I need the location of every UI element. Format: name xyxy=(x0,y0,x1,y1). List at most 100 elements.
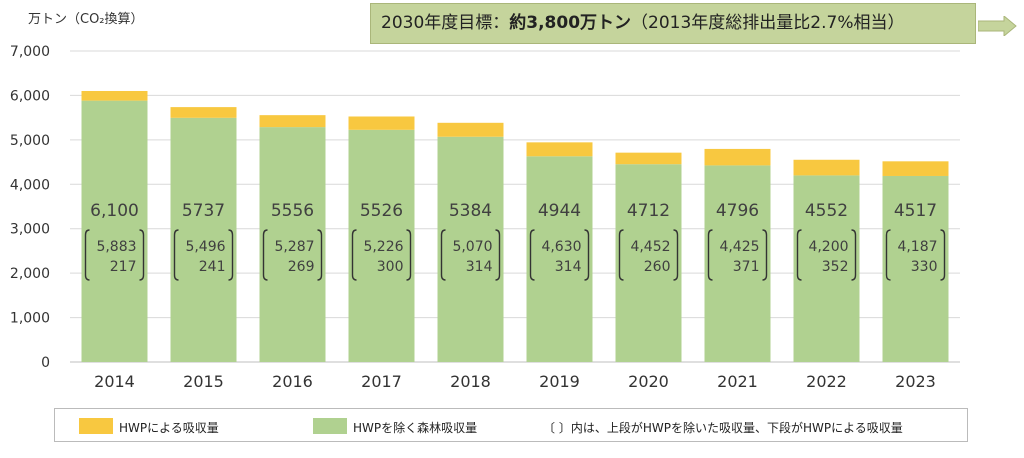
x-tick-label: 2015 xyxy=(183,372,224,391)
bar-forest xyxy=(793,175,860,362)
x-tick-label: 2023 xyxy=(895,372,936,391)
total-label: 5556 xyxy=(271,201,314,221)
x-tick-label: 2021 xyxy=(717,372,758,391)
bar-forest xyxy=(81,100,148,363)
bracket-left xyxy=(707,229,713,281)
bar-hwp xyxy=(348,116,415,130)
hwp-value-label: 300 xyxy=(377,259,404,275)
legend-swatch-forest xyxy=(313,418,347,434)
forest-value-label: 4,187 xyxy=(897,239,937,255)
y-tick-label: 5,000 xyxy=(10,133,50,149)
total-label: 4796 xyxy=(716,201,759,221)
goal-prefix: 2030年度目標： xyxy=(381,13,510,33)
x-tick-label: 2019 xyxy=(539,372,580,391)
bar-hwp xyxy=(882,161,949,176)
forest-value-label: 4,630 xyxy=(541,239,581,255)
hwp-value-label: 352 xyxy=(822,259,849,275)
hwp-value-label: 314 xyxy=(555,259,582,275)
x-tick-label: 2020 xyxy=(628,372,669,391)
forest-value-label: 5,070 xyxy=(452,239,492,255)
goal-value: 約3,800万トン xyxy=(509,13,632,33)
x-tick-label: 2022 xyxy=(806,372,847,391)
legend-note: 〔 〕内は、上段がHWPを除いた吸収量、下段がHWPによる吸収量 xyxy=(543,421,903,435)
bar-forest xyxy=(615,164,682,362)
hwp-value-label: 269 xyxy=(288,259,315,275)
legend: HWPによる吸収量 HWPを除く森林吸収量 〔 〕内は、上段がHWPを除いた吸収… xyxy=(54,408,968,442)
legend-label-forest: HWPを除く森林吸収量 xyxy=(353,421,478,435)
bracket-right xyxy=(406,229,412,281)
y-axis-unit-label: 万トン（CO₂換算） xyxy=(28,12,144,27)
bracket-left xyxy=(84,229,90,281)
x-tick-label: 2018 xyxy=(450,372,491,391)
bar-hwp xyxy=(437,122,504,137)
bar-hwp xyxy=(526,142,593,157)
bracket-left xyxy=(440,229,446,281)
bracket-right xyxy=(940,229,946,281)
y-tick-label: 4,000 xyxy=(10,177,50,193)
bracket-left xyxy=(885,229,891,281)
forest-value-label: 5,226 xyxy=(363,239,403,255)
forest-value-label: 4,200 xyxy=(808,239,848,255)
bracket-right xyxy=(139,229,145,281)
x-tick-label: 2017 xyxy=(361,372,402,391)
bar-forest xyxy=(882,175,949,362)
total-label: 4944 xyxy=(538,201,581,221)
bar-hwp xyxy=(793,159,860,176)
bar-forest xyxy=(437,136,504,362)
goal-banner: 2030年度目標：約3,800万トン（2013年度総排出量比2.7%相当） xyxy=(370,3,976,44)
total-label: 4517 xyxy=(894,201,937,221)
bracket-left xyxy=(173,229,179,281)
bar-forest xyxy=(348,129,415,362)
bracket-left xyxy=(618,229,624,281)
y-tick-label: 0 xyxy=(41,355,50,371)
hwp-value-label: 260 xyxy=(644,259,671,275)
total-label: 6,100 xyxy=(90,201,139,221)
hwp-value-label: 241 xyxy=(199,259,226,275)
x-tick-label: 2014 xyxy=(94,372,135,391)
x-tick-label: 2016 xyxy=(272,372,313,391)
forest-value-label: 4,425 xyxy=(719,239,759,255)
total-label: 5737 xyxy=(182,201,225,221)
y-tick-label: 7,000 xyxy=(10,44,50,60)
forest-value-label: 4,452 xyxy=(630,239,670,255)
legend-swatch-hwp xyxy=(79,418,113,434)
legend-label-hwp: HWPによる吸収量 xyxy=(119,421,219,435)
total-label: 5526 xyxy=(360,201,403,221)
forest-value-label: 5,496 xyxy=(185,239,225,255)
y-tick-label: 1,000 xyxy=(10,311,50,327)
goal-suffix: （2013年度総排出量比2.7%相当） xyxy=(631,13,905,33)
bracket-right xyxy=(673,229,679,281)
hwp-value-label: 217 xyxy=(110,259,137,275)
total-label: 5384 xyxy=(449,201,492,221)
forest-value-label: 5,883 xyxy=(96,239,136,255)
total-label: 4712 xyxy=(627,201,670,221)
bar-hwp xyxy=(259,115,326,128)
hwp-value-label: 314 xyxy=(466,259,493,275)
bracket-left xyxy=(262,229,268,281)
bracket-right xyxy=(495,229,501,281)
bar-hwp xyxy=(704,148,771,166)
bar-hwp xyxy=(170,107,237,118)
bar-forest xyxy=(170,117,237,362)
bracket-right xyxy=(317,229,323,281)
forest-value-label: 5,287 xyxy=(274,239,314,255)
bracket-right xyxy=(228,229,234,281)
y-tick-label: 2,000 xyxy=(10,266,50,282)
bracket-right xyxy=(584,229,590,281)
bar-forest xyxy=(259,127,326,362)
y-tick-label: 3,000 xyxy=(10,222,50,238)
total-label: 4552 xyxy=(805,201,848,221)
bracket-right xyxy=(851,229,857,281)
bracket-left xyxy=(351,229,357,281)
bar-hwp xyxy=(81,90,148,101)
bar-hwp xyxy=(615,152,682,165)
hwp-value-label: 330 xyxy=(911,259,938,275)
y-tick-label: 6,000 xyxy=(10,88,50,104)
bar-forest xyxy=(526,156,593,362)
bracket-left xyxy=(796,229,802,281)
bracket-left xyxy=(529,229,535,281)
bar-chart: 0 1,000 2,000 3,000 4,000 5,000 6,000 7,000 2014… xyxy=(10,44,960,391)
arrow-right-icon xyxy=(978,16,1017,36)
hwp-value-label: 371 xyxy=(733,259,760,275)
bracket-right xyxy=(762,229,768,281)
